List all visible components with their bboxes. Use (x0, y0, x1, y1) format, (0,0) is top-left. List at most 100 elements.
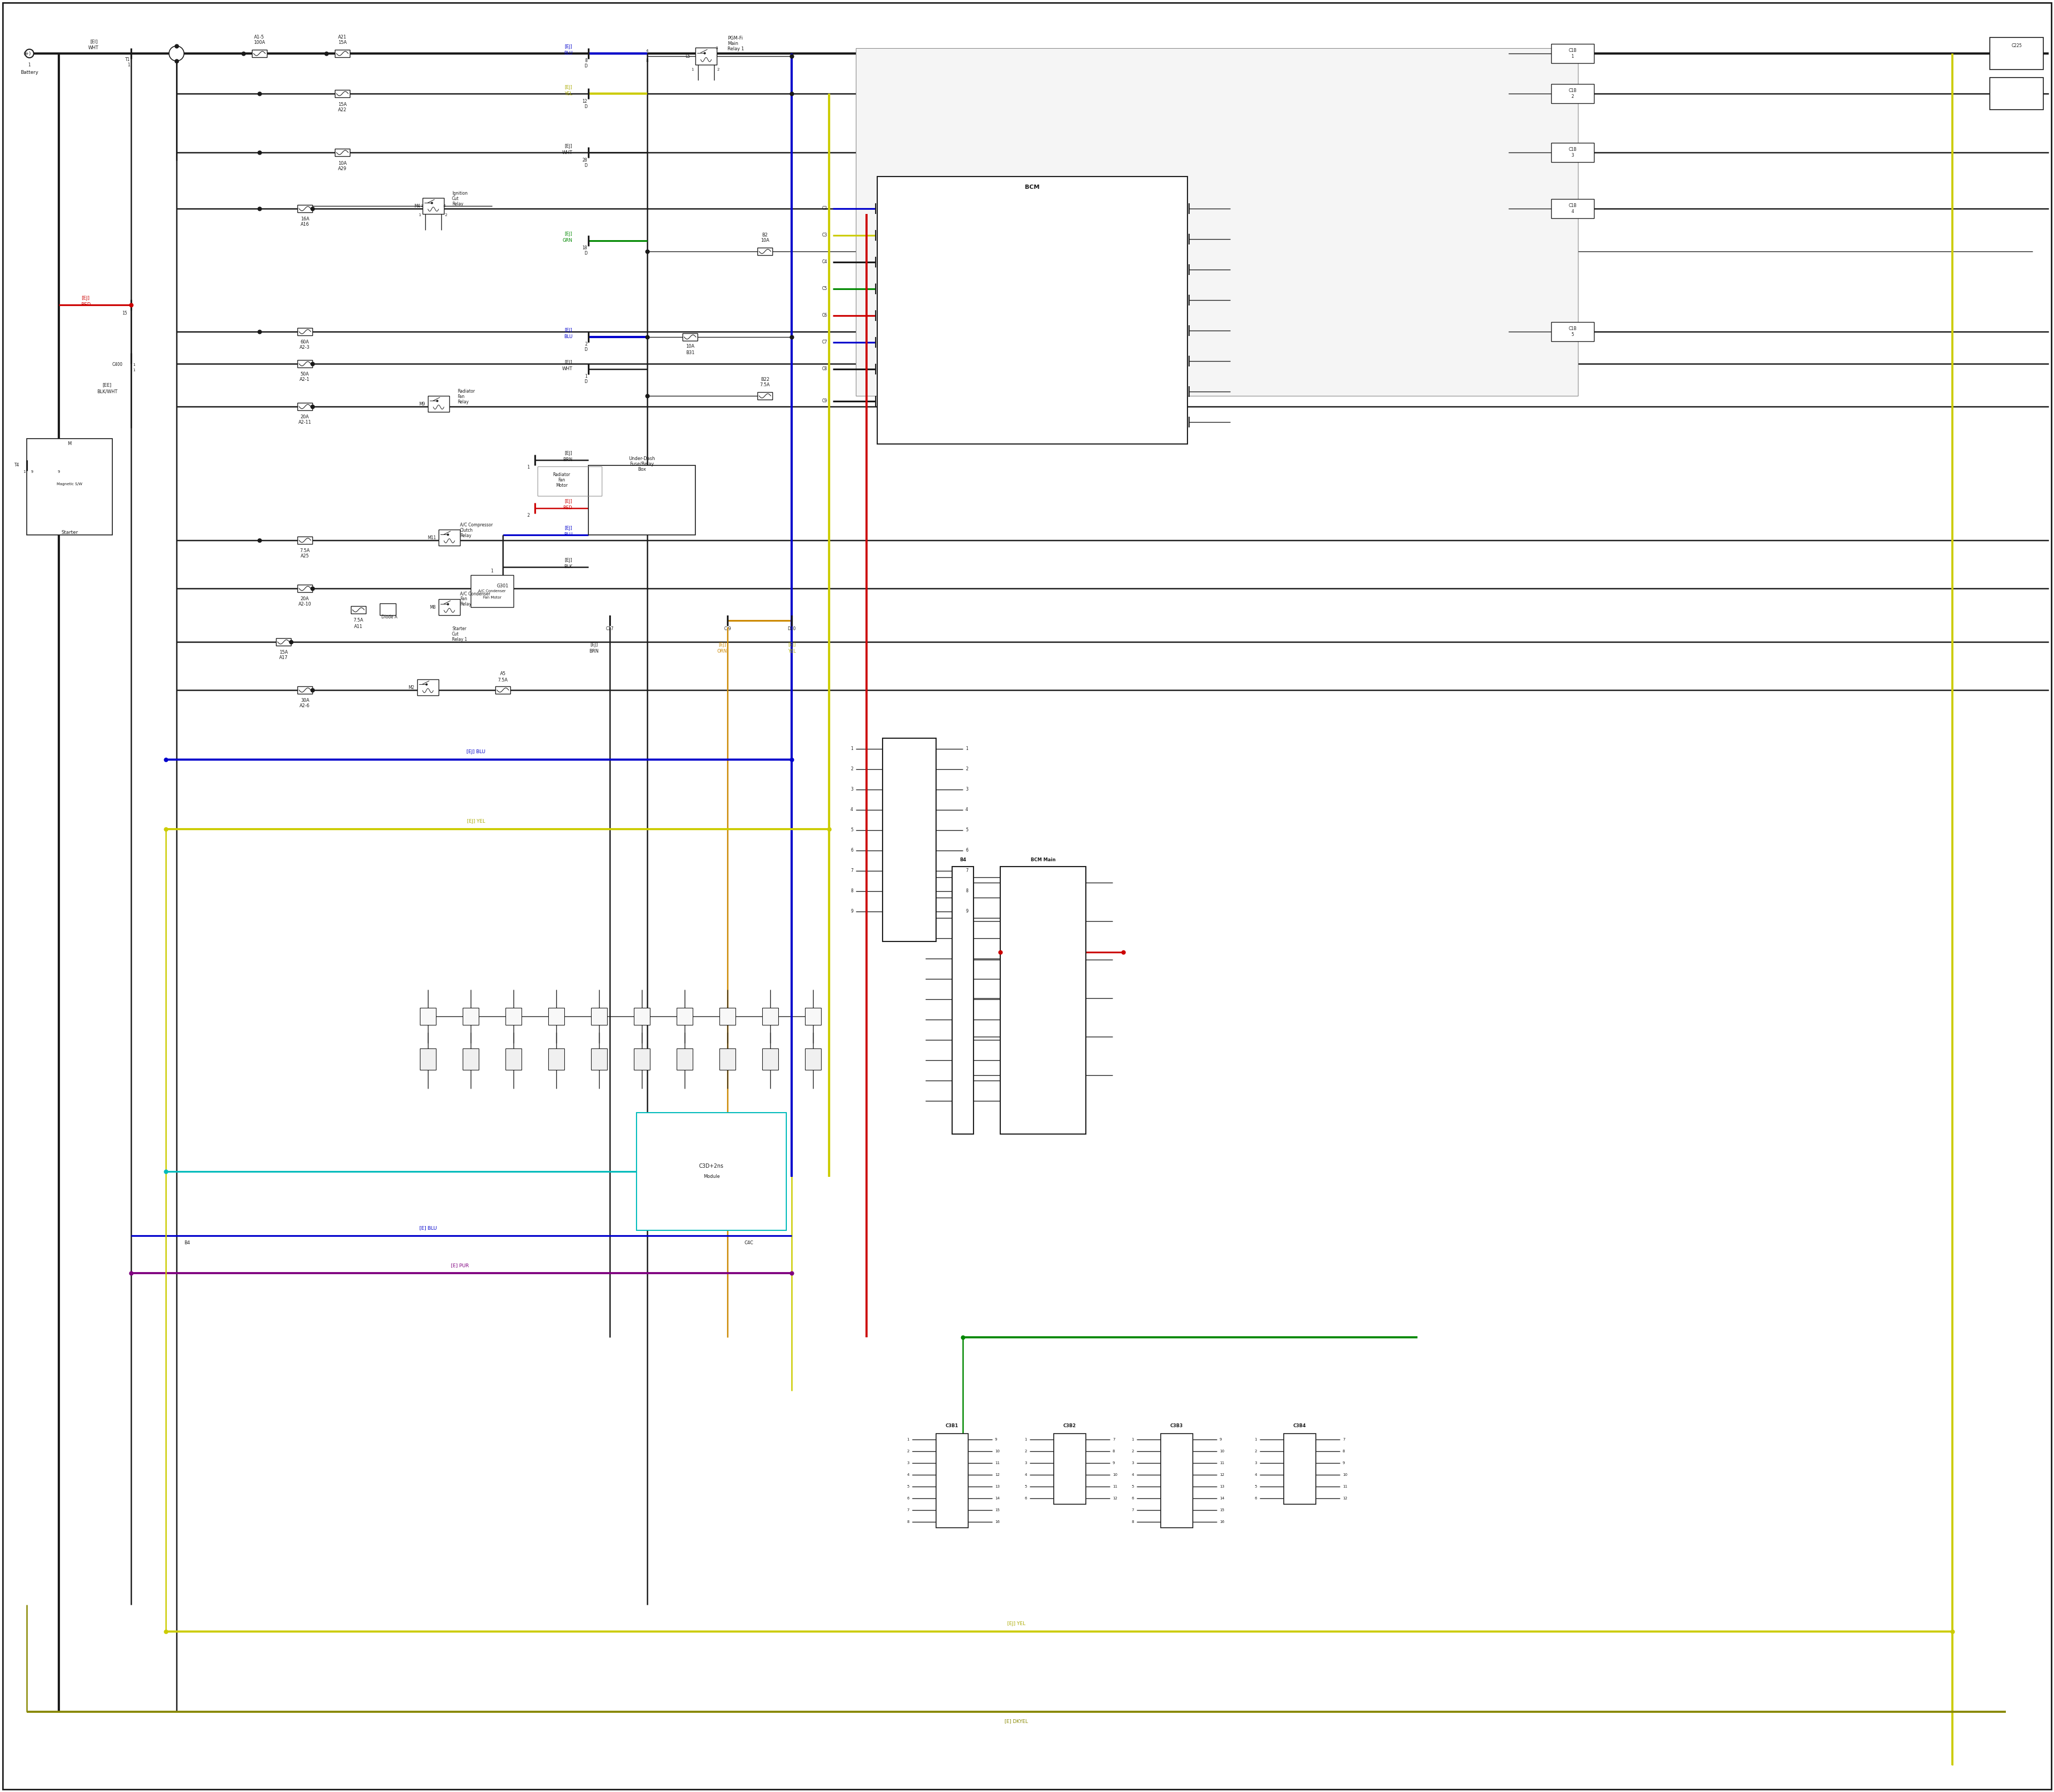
Bar (298, 403, 312, 410)
Text: Relay: Relay (458, 400, 468, 405)
Text: 8: 8 (645, 59, 649, 63)
Text: 8: 8 (965, 889, 967, 894)
Text: 7: 7 (908, 1509, 910, 1512)
Text: [EJ]: [EJ] (82, 296, 90, 301)
Text: 14: 14 (994, 1496, 1000, 1500)
Text: 4: 4 (1132, 1473, 1134, 1477)
Text: 1: 1 (585, 375, 587, 378)
Text: Magnetic S/W: Magnetic S/W (58, 482, 82, 486)
Text: [EJ]: [EJ] (565, 143, 573, 149)
Bar (592, 1048, 608, 1070)
Text: 5: 5 (965, 828, 967, 833)
Text: T1: T1 (125, 57, 129, 63)
Bar (857, 48, 1577, 396)
Text: 12: 12 (1220, 1473, 1224, 1477)
Text: [EJ] YEL: [EJ] YEL (466, 819, 485, 824)
Text: [EJ]: [EJ] (565, 500, 573, 504)
Text: 10: 10 (1220, 1450, 1224, 1453)
Text: Module: Module (702, 1174, 719, 1179)
Text: 11: 11 (1113, 1486, 1117, 1487)
Bar (696, 48, 717, 65)
Text: WHT: WHT (563, 367, 573, 371)
Text: D: D (583, 163, 587, 168)
Bar (470, 575, 514, 607)
Text: Motor: Motor (557, 484, 567, 487)
Text: Fan: Fan (559, 478, 565, 482)
Text: BCM: BCM (1025, 185, 1039, 190)
Text: 2: 2 (965, 767, 967, 772)
Text: Battery: Battery (21, 70, 39, 75)
Text: 4: 4 (908, 1473, 910, 1477)
Bar (298, 328, 312, 335)
Text: 1: 1 (127, 63, 129, 68)
Text: D10: D10 (787, 625, 795, 631)
Text: 11: 11 (1343, 1486, 1347, 1487)
Text: 6: 6 (965, 848, 967, 853)
Bar (298, 360, 312, 367)
Bar (548, 1048, 565, 1070)
Text: [EJ] YEL: [EJ] YEL (1006, 1622, 1025, 1627)
Bar (1990, 77, 2044, 109)
Text: [EI]: [EI] (90, 39, 97, 45)
Text: 6: 6 (850, 848, 852, 853)
Text: 7.5A: 7.5A (353, 618, 364, 624)
Text: 50A: 50A (300, 373, 310, 376)
Bar (298, 536, 312, 545)
Text: 6: 6 (908, 1496, 910, 1500)
Text: 2: 2 (717, 68, 719, 72)
Text: A11: A11 (353, 625, 364, 629)
Text: C1B
1: C1B 1 (1569, 48, 1577, 59)
Bar (298, 584, 312, 591)
Text: 3: 3 (850, 787, 852, 792)
Bar (335, 90, 349, 97)
Bar (548, 1007, 565, 1025)
Text: 1: 1 (528, 466, 530, 470)
Text: 10A: 10A (760, 238, 770, 244)
Text: 12: 12 (1113, 1496, 1117, 1500)
Text: RED: RED (563, 505, 573, 511)
Text: 1: 1 (1132, 1437, 1134, 1441)
Text: C1B
5: C1B 5 (1569, 326, 1577, 337)
Bar (462, 1048, 479, 1070)
Text: 10A: 10A (339, 161, 347, 165)
Bar (1284, 1434, 1317, 1503)
Bar (719, 1007, 735, 1025)
Text: 2: 2 (908, 1450, 910, 1453)
Text: Fan Motor: Fan Motor (483, 597, 501, 599)
Text: [E] DKYEL: [E] DKYEL (1004, 1719, 1029, 1724)
Bar (419, 1007, 435, 1025)
Text: 7: 7 (1113, 1437, 1115, 1441)
Bar (1551, 84, 1594, 104)
Text: 15A: 15A (339, 41, 347, 45)
Bar (758, 392, 772, 400)
Text: 3: 3 (1255, 1462, 1257, 1464)
Bar (335, 50, 349, 57)
Text: C6: C6 (822, 314, 828, 317)
Bar (1551, 199, 1594, 219)
Text: M8: M8 (429, 604, 435, 609)
Text: A22: A22 (339, 108, 347, 113)
Text: 11: 11 (1220, 1462, 1224, 1464)
Bar (805, 1048, 822, 1070)
Text: [EJ]: [EJ] (565, 231, 573, 237)
Text: 1: 1 (1255, 1437, 1257, 1441)
Text: [EJ] BLU: [EJ] BLU (466, 749, 485, 754)
Text: C7: C7 (822, 340, 828, 344)
Text: C1B
2: C1B 2 (1569, 88, 1577, 99)
Text: 9: 9 (994, 1437, 998, 1441)
Text: 4: 4 (1255, 1473, 1257, 1477)
Text: RED: RED (80, 303, 90, 306)
Bar (805, 1007, 822, 1025)
Text: 5: 5 (1025, 1486, 1027, 1487)
Text: 1: 1 (1025, 1437, 1027, 1441)
Text: Relay: Relay (452, 202, 464, 206)
Text: 10: 10 (1113, 1473, 1117, 1477)
Text: D: D (583, 348, 587, 353)
Text: 7: 7 (1343, 1437, 1345, 1441)
Text: BLU: BLU (563, 52, 573, 56)
Text: [EJ]: [EJ] (565, 452, 573, 455)
Text: 14: 14 (1220, 1496, 1224, 1500)
Text: 16A: 16A (300, 217, 310, 222)
Bar (682, 333, 698, 340)
Bar (538, 466, 602, 496)
